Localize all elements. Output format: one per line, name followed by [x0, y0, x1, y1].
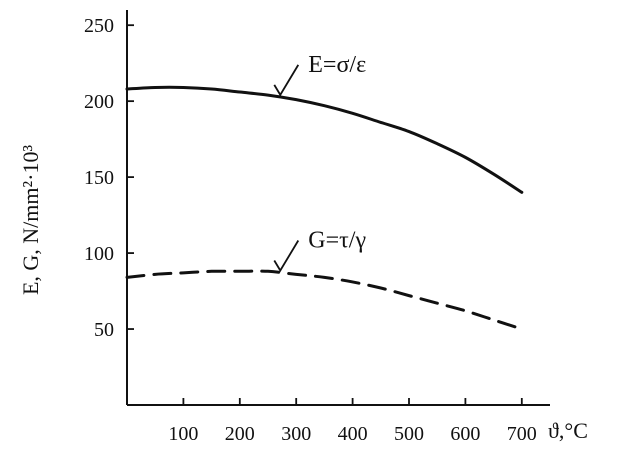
x-axis-ticks: 100 200 300 400 500 600 700 — [168, 398, 537, 445]
series-label-e: E=σ/ε — [308, 52, 366, 78]
series-label-pointer-e — [273, 64, 300, 97]
x-tick-label-100: 100 — [168, 423, 198, 445]
y-tick-label-100: 100 — [84, 243, 114, 265]
x-tick-label-400: 400 — [338, 423, 368, 445]
x-tick-label-300: 300 — [281, 423, 311, 445]
x-tick-label-500: 500 — [394, 423, 424, 445]
y-tick-label-150: 150 — [84, 167, 114, 189]
y-tick-label-50: 50 — [94, 319, 114, 341]
series-layer: E=σ/ε G=τ/γ — [125, 52, 524, 331]
series-line-e — [125, 85, 524, 194]
series-label-pointer-g — [273, 240, 300, 273]
y-tick-label-250: 250 — [84, 15, 114, 37]
x-tick-label-700: 700 — [507, 423, 537, 445]
x-tick-label-600: 600 — [450, 423, 480, 445]
series-label-g: G=τ/γ — [308, 228, 366, 254]
y-tick-label-200: 200 — [84, 91, 114, 113]
y-axis-ticks: 50 100 150 200 250 — [84, 15, 134, 341]
series-line-g — [125, 269, 524, 331]
y-axis-title: E, G, N/mm²·10³ — [18, 145, 43, 295]
x-tick-label-200: 200 — [225, 423, 255, 445]
x-axis-title: ϑ,°C — [548, 418, 588, 443]
